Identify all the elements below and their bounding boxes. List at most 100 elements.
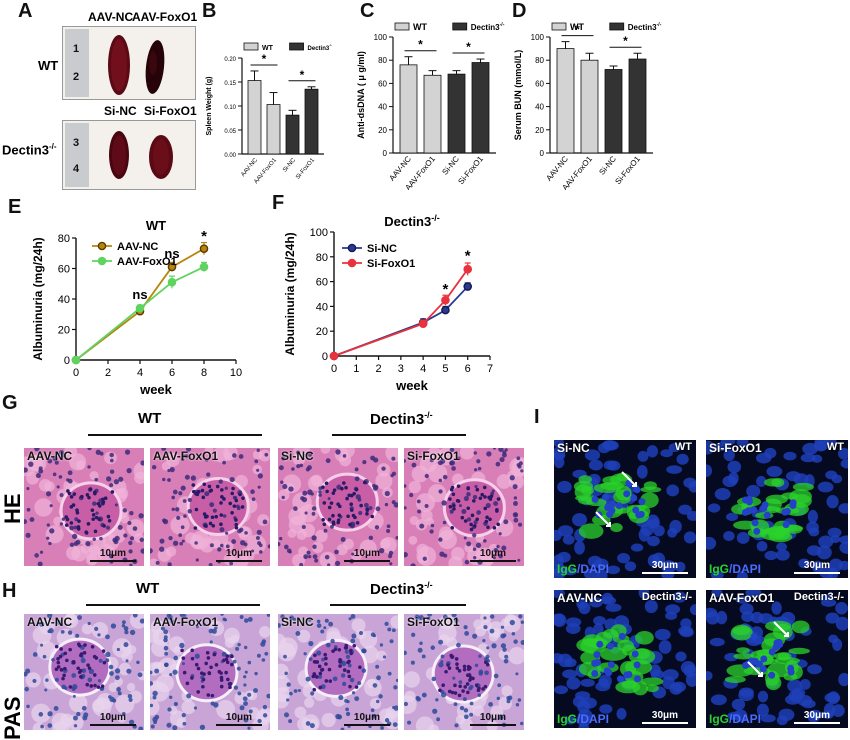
x-tick-label: Si-NC xyxy=(597,154,618,176)
stain-label: IgG/DAPI xyxy=(557,712,610,726)
bar-si-foxo1 xyxy=(471,62,490,154)
y-tick-label: 60 xyxy=(535,79,544,88)
tissue-texture xyxy=(150,448,270,566)
significance-annotation: * xyxy=(201,228,207,245)
x-tick-label: 7 xyxy=(487,363,493,375)
legend-marker xyxy=(97,241,107,251)
group-line-wt xyxy=(86,604,260,606)
scale-bar: 30μm xyxy=(794,560,840,574)
micrograph-aav-nc: AAV-NC 10μm xyxy=(24,448,144,566)
data-point xyxy=(441,295,450,305)
if-micrograph-si-foxo1: Si-FoxO1 WT IgG/DAPI 30μm xyxy=(706,440,848,578)
y-tick-label: 60 xyxy=(316,277,328,289)
if-label: Si-FoxO1 xyxy=(709,441,762,455)
scale-bar-line xyxy=(344,724,390,726)
panel-label-f: F xyxy=(272,192,285,214)
legend-swatch-wt xyxy=(394,22,410,31)
scale-bar-label: 10μm xyxy=(479,548,507,559)
x-tick-label: 3 xyxy=(398,363,404,375)
micrograph-si-nc: Si-NC 10μm xyxy=(278,614,398,730)
fluorescence-texture xyxy=(554,590,696,728)
legend-label-dectin3: Dectin3-/- xyxy=(628,22,662,32)
series-line-aav-foxo1 xyxy=(75,266,205,361)
legend-marker xyxy=(347,258,357,268)
ruler-label: 3 xyxy=(73,137,80,149)
legend-label-dectin3: Dectin3-/- xyxy=(471,22,505,32)
bar-si-nc xyxy=(285,114,300,155)
significance-star: * xyxy=(623,34,628,48)
x-tick-label: Si-NC xyxy=(282,157,297,174)
y-tick-label: 80 xyxy=(378,56,387,65)
y-axis-label: Serum BUN (mmol/L) xyxy=(513,50,523,141)
scale-bar: 10μm xyxy=(216,712,262,726)
x-axis-label: week xyxy=(139,382,173,397)
row-label-wt: WT xyxy=(38,58,59,73)
chart-f-albuminuria-dectin3: Dectin3-/- 0 20 40 60 80 100 0 1 2 3 4 5 6 7 week Albumi… xyxy=(283,213,493,393)
legend-swatch-dectin3 xyxy=(452,22,468,31)
spleen-shapes-dectin3 xyxy=(109,131,173,179)
significance-annotation: * xyxy=(465,248,471,265)
spleen-photo-dectin3: 3 4 xyxy=(62,120,196,190)
ruler-label: 1 xyxy=(73,43,80,55)
y-axis-label: Albuminuria (mg/24h) xyxy=(31,237,45,360)
y-tick-label: 20 xyxy=(535,126,544,135)
y-tick-label: 0 xyxy=(383,149,388,158)
panel-label-g: G xyxy=(2,392,18,414)
panel-label-b: B xyxy=(202,0,217,22)
side-label-he: HE xyxy=(0,493,25,524)
group-line-dectin3 xyxy=(330,604,466,606)
y-tick-label: 40 xyxy=(378,103,387,112)
scale-bar-line xyxy=(794,722,840,724)
scale-bar-label: 30μm xyxy=(651,560,679,571)
scale-bar-label: 10μm xyxy=(225,548,253,559)
scale-bar: 10μm xyxy=(90,548,136,562)
scale-bar-line xyxy=(90,724,136,726)
if-group-label: WT xyxy=(826,441,844,453)
y-tick-label: 60 xyxy=(58,264,70,276)
micrograph-aav-foxo1: AAV-FoxO1 10μm xyxy=(150,448,270,566)
y-tick-label: 20 xyxy=(378,126,387,135)
legend-label-wt: WT xyxy=(413,22,427,32)
legend-marker xyxy=(347,243,357,253)
panel-label-h: H xyxy=(2,580,17,602)
scale-bar-line xyxy=(642,722,688,724)
arrow-icon xyxy=(747,661,763,677)
micrograph-label: Si-FoxO1 xyxy=(407,615,460,629)
y-tick-label: 80 xyxy=(535,56,544,65)
arrow-icon xyxy=(773,621,789,637)
bar-aav-nc xyxy=(399,64,418,154)
bar-aav-nc xyxy=(556,48,575,154)
y-tick-label: 20 xyxy=(316,326,328,338)
group-label-wt: WT xyxy=(136,580,160,597)
significance-annotation: ns xyxy=(132,287,147,302)
scale-bar-line xyxy=(216,724,262,726)
x-tick-label: 0 xyxy=(73,367,79,379)
stain-label: IgG/DAPI xyxy=(709,712,762,726)
micrograph-si-foxo1: Si-FoxO1 10μm xyxy=(404,448,524,566)
x-tick-label: 10 xyxy=(230,367,242,379)
x-axis-label: week xyxy=(395,378,429,393)
micrograph-label: AAV-NC xyxy=(27,615,73,629)
tissue-texture xyxy=(278,448,398,566)
legend-label-dectin3: Dectin3-/- xyxy=(308,43,333,52)
legend-swatch-dectin3 xyxy=(609,22,625,31)
x-tick-label: AAV-NC xyxy=(240,157,259,178)
x-tick-label: 6 xyxy=(169,367,175,379)
legend-label: AAV-NC xyxy=(117,241,158,253)
y-tick-label: 40 xyxy=(535,103,544,112)
bar-aav-foxo1 xyxy=(266,104,281,155)
scale-bar-label: 30μm xyxy=(803,560,831,571)
x-tick-label: 5 xyxy=(442,363,448,375)
data-point xyxy=(418,319,428,329)
series-line-aav-nc xyxy=(75,247,205,361)
x-tick-label: 2 xyxy=(105,367,111,379)
scale-bar: 10μm xyxy=(344,712,390,726)
group-label-wt: WT xyxy=(138,410,162,427)
scale-bar-label: 10μm xyxy=(99,712,127,723)
label-aav-nc: AAV-NC xyxy=(88,10,134,24)
micrograph-aav-foxo1: AAV-FoxO1 10μm xyxy=(150,614,270,730)
scale-bar-label: 10μm xyxy=(353,548,381,559)
x-tick-label: 6 xyxy=(465,363,471,375)
scale-bar-line xyxy=(794,572,840,574)
legend-marker xyxy=(97,256,107,266)
